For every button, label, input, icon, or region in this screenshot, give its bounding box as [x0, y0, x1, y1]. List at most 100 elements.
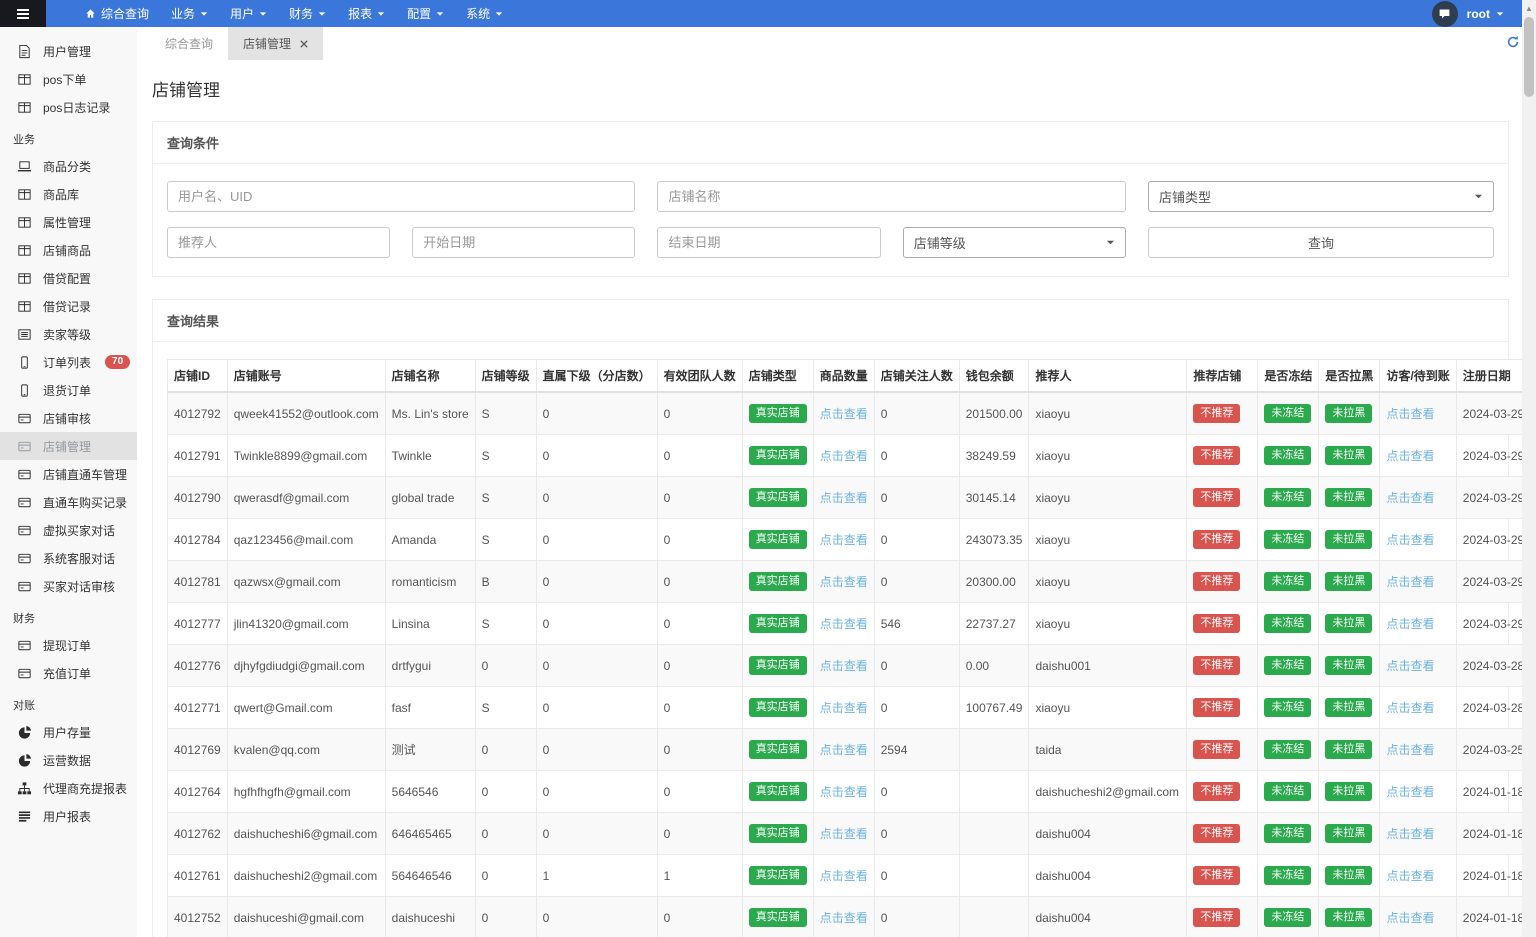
view-link[interactable]: 点击查看 — [1386, 491, 1435, 505]
view-link[interactable]: 点击查看 — [819, 785, 868, 799]
view-link[interactable]: 点击查看 — [1386, 533, 1435, 547]
view-link[interactable]: 点击查看 — [819, 575, 868, 589]
sidebar-item-seller-level[interactable]: 卖家等级 — [0, 320, 137, 348]
sidebar-item-withdraw-order[interactable]: 提现订单 — [0, 631, 137, 659]
referrer-input[interactable] — [167, 227, 391, 258]
cell-frozen-status: 未冻结 — [1257, 770, 1320, 813]
tab-bar: 综合查询 店铺管理 — [137, 27, 1536, 60]
shop-type-select[interactable]: 店铺类型 — [1147, 181, 1494, 212]
sidebar-item-buyer-chat-review[interactable]: 买家对话审核 — [0, 572, 137, 600]
view-link[interactable]: 点击查看 — [819, 743, 868, 757]
col-goods-count: 商品数量 — [812, 359, 875, 393]
nav-item-overview[interactable]: 综合查询 — [74, 0, 160, 27]
nav-item-config[interactable]: 配置 — [396, 0, 455, 27]
nav-item-finance[interactable]: 财务 — [278, 0, 337, 27]
status-badge: 未冻结 — [1264, 782, 1312, 801]
sidebar-item-goods-library[interactable]: 商品库 — [0, 180, 137, 208]
sidebar-item-shop-goods[interactable]: 店铺商品 — [0, 236, 137, 264]
cell-shop-name: 5646546 — [384, 770, 476, 813]
view-link[interactable]: 点击查看 — [819, 617, 868, 631]
nav-item-user[interactable]: 用户 — [219, 0, 278, 27]
cell-blacklist-status: 未拉黑 — [1318, 770, 1381, 813]
sidebar-item-label: 提现订单 — [43, 638, 92, 653]
nav-item-report[interactable]: 报表 — [337, 0, 396, 27]
page-scrollbar[interactable]: ▲ — [1522, 0, 1536, 937]
sitemap-icon — [17, 781, 32, 796]
sidebar-item-shop-train-management[interactable]: 店铺直通车管理 — [0, 460, 137, 488]
scrollbar-up-arrow[interactable]: ▲ — [1525, 4, 1533, 13]
view-link[interactable]: 点击查看 — [819, 827, 868, 841]
view-link[interactable]: 点击查看 — [1386, 743, 1435, 757]
nav-item-system[interactable]: 系统 — [455, 0, 514, 27]
sidebar-item-virtual-buyer-chat[interactable]: 虚拟买家对话 — [0, 516, 137, 544]
sidebar-item-loan-record[interactable]: 借贷记录 — [0, 292, 137, 320]
view-link[interactable]: 点击查看 — [1386, 701, 1435, 715]
refresh-button[interactable] — [1506, 35, 1520, 49]
status-badge: 未冻结 — [1264, 614, 1312, 633]
view-link[interactable]: 点击查看 — [819, 869, 868, 883]
table-row: 4012762 daishucheshi6@gmail.com 646465465 0… — [167, 812, 1536, 855]
sidebar-item-user-management[interactable]: 用户管理 — [0, 37, 137, 65]
shop-name-input[interactable] — [657, 181, 1126, 212]
view-link[interactable]: 点击查看 — [819, 701, 868, 715]
view-link[interactable]: 点击查看 — [1386, 617, 1435, 631]
tab-shop-management[interactable]: 店铺管理 — [228, 27, 324, 60]
view-link[interactable]: 点击查看 — [1386, 407, 1435, 421]
scrollbar-thumb[interactable] — [1524, 17, 1534, 97]
cell-recommend-status: 不推荐 — [1186, 476, 1259, 519]
sidebar-item-shop-review[interactable]: 店铺审核 — [0, 404, 137, 432]
sidebar-item-agent-report[interactable]: 代理商充提报表 — [0, 774, 137, 802]
sidebar-item-pos-order[interactable]: pos下单 — [0, 65, 137, 93]
table-header-row: 店铺ID 店铺账号 店铺名称 店铺等级 直属下级（分店数） 有效团队人数 店铺类型 商品数量店… — [167, 359, 1536, 393]
sidebar-item-loan-config[interactable]: 借贷配置 — [0, 264, 137, 292]
sidebar-item-recharge-order[interactable]: 充值订单 — [0, 659, 137, 687]
view-link[interactable]: 点击查看 — [1386, 911, 1435, 925]
status-badge: 不推荐 — [1193, 404, 1241, 423]
view-link[interactable]: 点击查看 — [819, 491, 868, 505]
cell-referrer: xiaoyu — [1028, 434, 1188, 477]
start-date-input[interactable] — [412, 227, 636, 258]
view-link[interactable]: 点击查看 — [1386, 785, 1435, 799]
view-link[interactable]: 点击查看 — [819, 533, 868, 547]
view-link[interactable]: 点击查看 — [1386, 827, 1435, 841]
sidebar-toggle-button[interactable] — [0, 0, 46, 27]
sidebar-item-goods-category[interactable]: 商品分类 — [0, 152, 137, 180]
end-date-input[interactable] — [657, 227, 881, 258]
sidebar-item-operation-data[interactable]: 运营数据 — [0, 746, 137, 774]
view-link[interactable]: 点击查看 — [1386, 575, 1435, 589]
cell-sub-shops: 0 — [535, 560, 658, 603]
sidebar-item-pos-log[interactable]: pos日志记录 — [0, 93, 137, 121]
list-icon — [17, 327, 32, 342]
cell-shop-type: 真实店铺 — [741, 770, 814, 813]
sidebar-item-label: 退货订单 — [43, 383, 92, 398]
sidebar-item-user-report[interactable]: 用户报表 — [0, 802, 137, 830]
sidebar-item-shop-management[interactable]: 店铺管理 — [0, 432, 137, 460]
view-link[interactable]: 点击查看 — [1386, 869, 1435, 883]
sidebar-item-user-stock[interactable]: 用户存量 — [0, 718, 137, 746]
view-link[interactable]: 点击查看 — [819, 911, 868, 925]
view-link[interactable]: 点击查看 — [819, 659, 868, 673]
user-menu[interactable]: root — [1467, 7, 1504, 21]
tab-overview[interactable]: 综合查询 — [150, 27, 228, 60]
table-row: 4012777 jlin41320@gmail.com Linsina S 0 0 真实店铺… — [167, 602, 1536, 645]
view-link[interactable]: 点击查看 — [819, 407, 868, 421]
status-badge: 真实店铺 — [748, 404, 807, 423]
chat-button[interactable] — [1431, 0, 1458, 27]
cell-referrer: xiaoyu — [1028, 560, 1188, 603]
shop-level-select[interactable]: 店铺等级 — [902, 227, 1126, 258]
sidebar-item-return-order[interactable]: 退货订单 — [0, 376, 137, 404]
sidebar-item-attribute-management[interactable]: 属性管理 — [0, 208, 137, 236]
col-wallet-balance: 钱包余额 — [958, 359, 1030, 393]
view-link[interactable]: 点击查看 — [819, 449, 868, 463]
view-link[interactable]: 点击查看 — [1386, 659, 1435, 673]
sidebar-item-label: 直通车购买记录 — [43, 495, 128, 510]
sidebar-item-train-purchase-record[interactable]: 直通车购买记录 — [0, 488, 137, 516]
search-button[interactable]: 查询 — [1147, 227, 1494, 258]
view-link[interactable]: 点击查看 — [1386, 449, 1435, 463]
nav-item-business[interactable]: 业务 — [160, 0, 219, 27]
sidebar-item-system-service-chat[interactable]: 系统客服对话 — [0, 544, 137, 572]
username-uid-input[interactable] — [167, 181, 636, 212]
tab-close-icon[interactable] — [300, 40, 308, 48]
sidebar-item-order-list[interactable]: 订单列表 70 — [0, 348, 137, 376]
nav-item-label: 系统 — [466, 7, 491, 21]
